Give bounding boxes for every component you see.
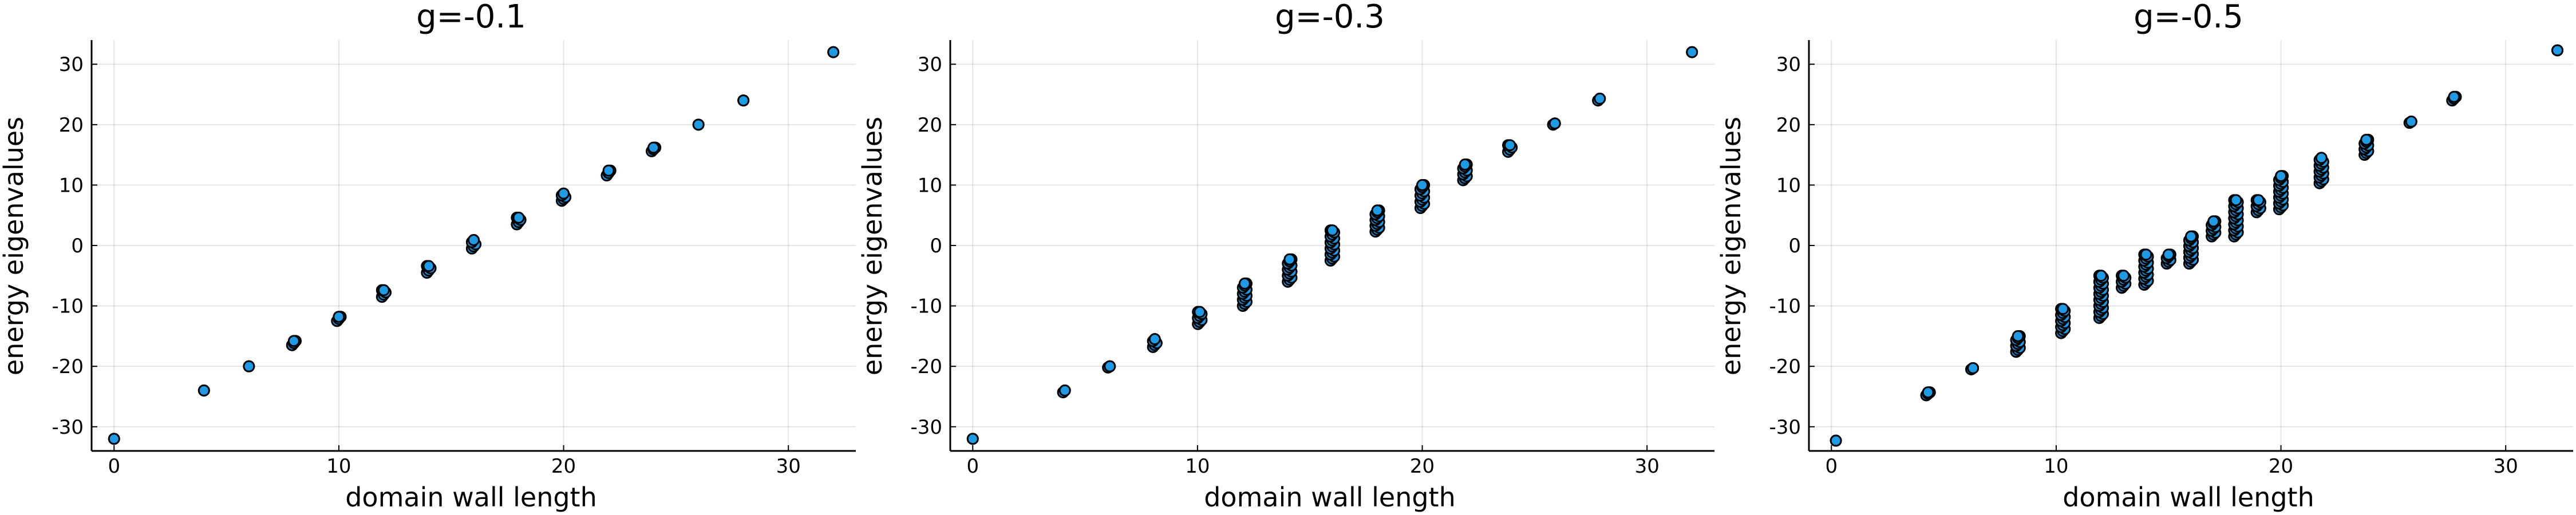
data-point <box>1148 333 1161 346</box>
data-point <box>1371 204 1384 217</box>
data-point <box>827 46 840 58</box>
x-tick-label: 20 <box>2269 455 2293 478</box>
x-tick-label: 0 <box>966 455 979 478</box>
data-point <box>2140 248 2152 261</box>
y-tick-label: 20 <box>1776 114 1801 137</box>
data-point <box>602 164 615 177</box>
y-tick-label: -10 <box>910 295 942 318</box>
x-tick-label: 20 <box>1410 455 1435 478</box>
x-axis-label: domain wall length <box>345 482 597 513</box>
data-point <box>1922 386 1934 399</box>
data-point <box>1594 92 1606 105</box>
y-axis-label: energy eigenvalues <box>0 117 29 375</box>
y-tick-label: -20 <box>1769 355 1801 378</box>
x-axis-label: domain wall length <box>2063 482 2314 513</box>
data-point <box>2185 230 2197 243</box>
data-point <box>692 118 705 131</box>
data-point <box>377 284 390 296</box>
data-point <box>1104 360 1116 373</box>
data-point <box>1504 139 1516 152</box>
subplot-title: g=-0.1 <box>416 0 526 35</box>
x-tick-label: 10 <box>326 455 351 478</box>
y-tick-label: 0 <box>1788 235 1801 258</box>
y-tick-label: 0 <box>71 235 84 258</box>
data-point <box>2448 90 2460 103</box>
data-point <box>1283 253 1296 266</box>
data-point <box>1459 159 1471 171</box>
y-tick-label: -10 <box>52 295 84 318</box>
data-point <box>1326 224 1338 237</box>
x-tick-label: 20 <box>551 455 576 478</box>
data-point <box>2095 270 2107 282</box>
data-point <box>2405 116 2417 128</box>
y-tick-label: 30 <box>1776 53 1801 76</box>
y-tick-label: 30 <box>918 53 942 76</box>
data-point <box>2057 303 2069 315</box>
data-point <box>966 433 979 445</box>
data-point <box>287 335 300 347</box>
x-axis-label: domain wall length <box>1204 482 1456 513</box>
data-point <box>1238 278 1251 290</box>
data-point <box>2162 248 2175 261</box>
y-tick-label: -20 <box>910 355 942 378</box>
data-point <box>108 433 120 445</box>
data-point <box>1686 46 1698 58</box>
subplot-g-0.5: g=-0.5 domain wall length energy eigenva… <box>1716 0 2573 513</box>
data-point <box>2315 152 2328 164</box>
y-axis-label: energy eigenvalues <box>1716 117 1747 375</box>
subplot-title: g=-0.5 <box>2134 0 2243 35</box>
data-point <box>2012 330 2024 342</box>
data-point <box>2252 194 2265 207</box>
x-tick-label: 0 <box>108 455 120 478</box>
x-tick-label: 0 <box>1825 455 1838 478</box>
subplot-g-0.1: g=-0.1 domain wall length energy eigenva… <box>0 0 856 513</box>
y-tick-label: 0 <box>930 235 942 258</box>
y-tick-label: 20 <box>59 114 84 137</box>
data-point <box>558 187 570 200</box>
data-point <box>243 360 255 373</box>
data-point <box>1194 306 1206 318</box>
data-point <box>512 211 525 224</box>
y-tick-label: -20 <box>52 355 84 378</box>
subplot-title: g=-0.3 <box>1275 0 1385 35</box>
y-axis-label: energy eigenvalues <box>857 117 888 375</box>
data-point <box>422 260 435 272</box>
data-point <box>2551 44 2564 57</box>
data-point <box>1967 362 1980 374</box>
y-tick-label: 30 <box>59 53 84 76</box>
subplot-g-0.3: g=-0.3 domain wall length energy eigenva… <box>857 0 1714 513</box>
data-point <box>1058 384 1071 397</box>
y-tick-label: 20 <box>918 114 942 137</box>
data-point <box>647 141 660 154</box>
y-tick-label: -10 <box>1769 295 1801 318</box>
data-point <box>737 94 750 107</box>
data-point <box>333 311 345 323</box>
y-tick-label: 10 <box>918 174 942 197</box>
y-tick-label: -30 <box>52 416 84 439</box>
data-point <box>2117 270 2130 282</box>
data-point <box>2275 170 2287 183</box>
data-point <box>2360 133 2373 146</box>
data-point <box>1830 434 1842 447</box>
data-point <box>1416 179 1429 191</box>
y-tick-label: -30 <box>1769 416 1801 439</box>
data-point <box>197 384 210 397</box>
x-tick-label: 30 <box>776 455 801 478</box>
data-point <box>2230 194 2242 207</box>
data-point <box>2207 215 2220 228</box>
y-tick-label: 10 <box>59 174 84 197</box>
x-tick-label: 30 <box>1635 455 1660 478</box>
x-tick-label: 10 <box>1185 455 1210 478</box>
data-point <box>1548 117 1561 130</box>
data-point <box>468 233 480 246</box>
y-tick-label: -30 <box>910 416 942 439</box>
x-tick-label: 10 <box>2044 455 2068 478</box>
y-tick-label: 10 <box>1776 174 1801 197</box>
x-tick-label: 30 <box>2494 455 2518 478</box>
